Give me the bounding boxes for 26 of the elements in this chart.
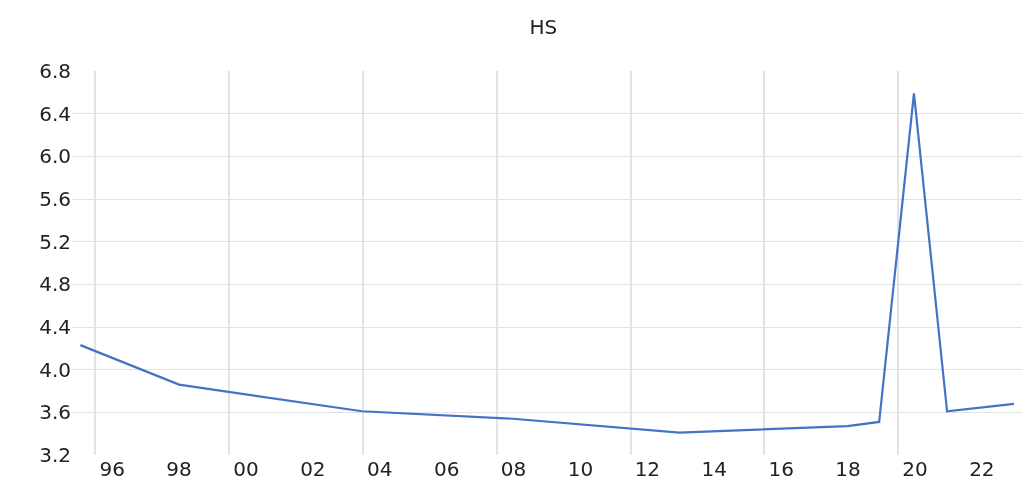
x-tick-label: 04 <box>367 457 393 481</box>
y-tick-label: 6.0 <box>39 144 71 169</box>
x-tick-label: 20 <box>902 457 928 481</box>
y-tick-label: 4.8 <box>39 272 71 297</box>
x-tick-label: 00 <box>233 457 259 481</box>
x-tick-label: 16 <box>768 457 794 481</box>
x-tick-label: 12 <box>634 457 661 481</box>
y-tick-label: 6.8 <box>39 59 71 83</box>
x-tick-label: 18 <box>835 457 861 481</box>
y-tick-label: 4.0 <box>39 357 71 382</box>
y-tick-label: 3.2 <box>39 443 71 467</box>
line-series <box>79 92 1016 434</box>
x-tick-label: 22 <box>969 457 995 481</box>
y-tick-label: 5.6 <box>39 187 71 211</box>
y-tick-label: 6.4 <box>39 101 71 126</box>
x-tick-label: 02 <box>300 457 326 481</box>
chart-title: HS <box>529 14 558 39</box>
x-tick-label: 98 <box>166 457 192 481</box>
y-tick-label: 5.2 <box>39 229 71 254</box>
y-tick-label: 3.6 <box>39 400 71 425</box>
x-tick-label: 10 <box>567 457 594 481</box>
x-tick-label: 14 <box>701 457 727 481</box>
x-tick-label: 96 <box>99 457 125 481</box>
x-tick-label: 06 <box>433 457 460 481</box>
y-tick-label: 4.4 <box>39 315 71 339</box>
x-tick-label: 08 <box>500 457 527 481</box>
